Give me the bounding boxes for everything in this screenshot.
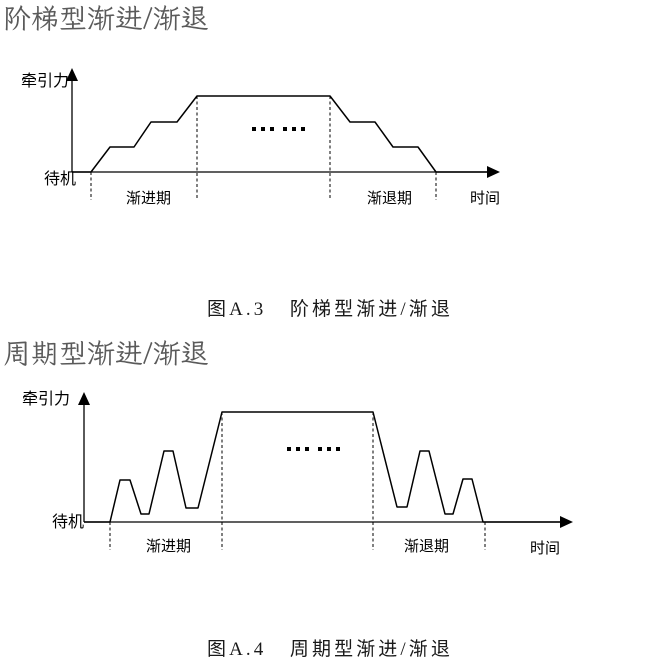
svg-text:渐退期: 渐退期 — [404, 538, 449, 555]
svg-text:渐进期: 渐进期 — [146, 538, 191, 555]
svg-text:时间: 时间 — [530, 540, 560, 557]
svg-text:待机: 待机 — [52, 513, 84, 531]
svg-text:牵引力: 牵引力 — [22, 390, 70, 408]
